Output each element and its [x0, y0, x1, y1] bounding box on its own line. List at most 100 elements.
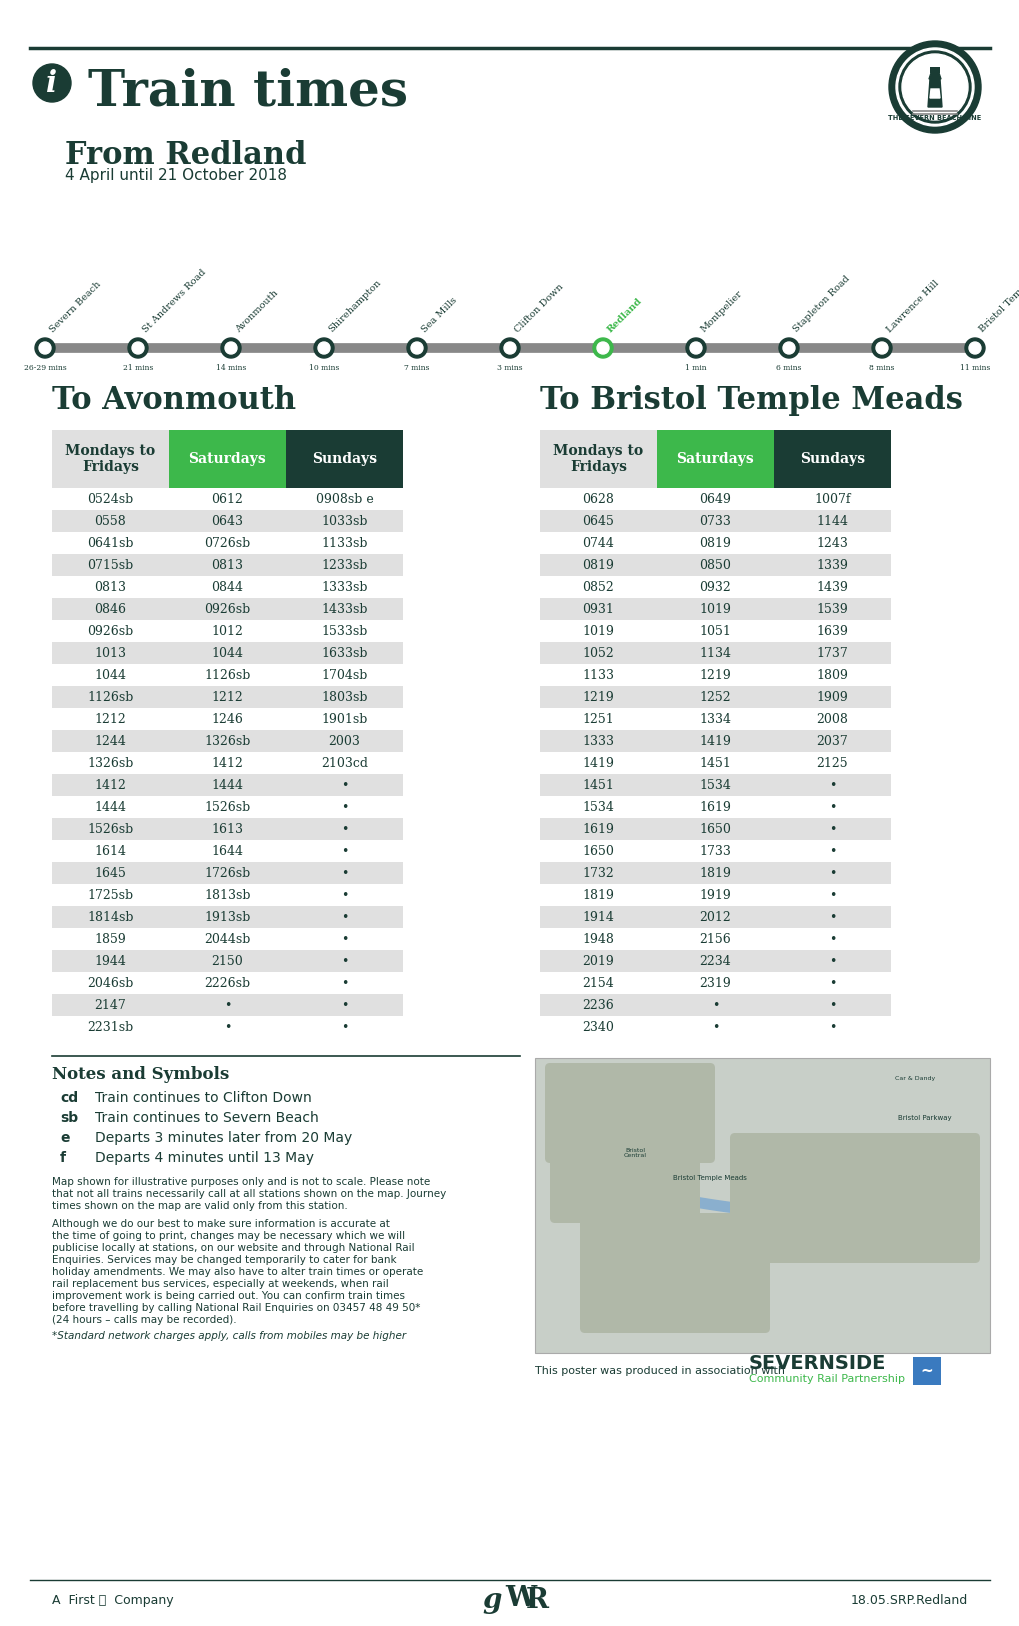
Text: 1051: 1051: [699, 624, 731, 637]
FancyBboxPatch shape: [539, 818, 891, 841]
Text: This poster was produced in association with: This poster was produced in association …: [535, 1366, 785, 1376]
Text: 3 mins: 3 mins: [496, 364, 523, 372]
Text: 1326sb: 1326sb: [204, 735, 251, 748]
Polygon shape: [929, 89, 940, 98]
Text: 1633sb: 1633sb: [321, 647, 368, 660]
Circle shape: [783, 341, 794, 354]
Text: 2236: 2236: [582, 998, 613, 1011]
Text: 1814sb: 1814sb: [88, 911, 133, 924]
Text: 1859: 1859: [95, 932, 126, 945]
FancyBboxPatch shape: [169, 429, 285, 488]
Text: THE SEVERN BEACH LINE: THE SEVERN BEACH LINE: [888, 115, 980, 120]
FancyBboxPatch shape: [52, 797, 403, 818]
Text: 1243: 1243: [816, 537, 848, 550]
Text: •: •: [340, 779, 347, 792]
Text: the time of going to print, changes may be necessary which we will: the time of going to print, changes may …: [52, 1231, 405, 1241]
Text: 1412: 1412: [211, 756, 244, 769]
Text: Map shown for illustrative purposes only and is not to scale. Please note: Map shown for illustrative purposes only…: [52, 1177, 430, 1187]
Text: 2234: 2234: [699, 954, 731, 967]
Text: 1019: 1019: [582, 624, 613, 637]
Text: Clifton Down: Clifton Down: [513, 281, 565, 333]
Text: 1644: 1644: [211, 844, 244, 857]
Text: cd: cd: [60, 1091, 78, 1106]
FancyBboxPatch shape: [52, 554, 403, 576]
Text: •: •: [828, 954, 836, 967]
Text: 2103cd: 2103cd: [321, 756, 368, 769]
Text: 2156: 2156: [699, 932, 731, 945]
Text: Sea Mills: Sea Mills: [420, 296, 459, 333]
Text: 1526sb: 1526sb: [204, 800, 251, 813]
Text: 0844: 0844: [211, 580, 244, 593]
Text: •: •: [223, 998, 231, 1011]
Text: Mondays to
Fridays: Mondays to Fridays: [65, 444, 156, 475]
Text: before travelling by calling National Rail Enquiries on 03457 48 49 50*: before travelling by calling National Ra…: [52, 1302, 420, 1314]
Text: 2046sb: 2046sb: [88, 977, 133, 990]
FancyBboxPatch shape: [539, 488, 891, 511]
Text: Car & Dandy: Car & Dandy: [894, 1075, 934, 1081]
Text: 1733: 1733: [699, 844, 731, 857]
Text: 2037: 2037: [816, 735, 848, 748]
Circle shape: [221, 338, 240, 358]
Text: 2125: 2125: [816, 756, 848, 769]
Text: 1650: 1650: [582, 844, 613, 857]
Text: SEVERNSIDE: SEVERNSIDE: [748, 1353, 886, 1372]
Text: holiday amendments. We may also have to alter train times or operate: holiday amendments. We may also have to …: [52, 1267, 423, 1276]
Text: 0641sb: 0641sb: [88, 537, 133, 550]
Text: •: •: [828, 823, 836, 836]
Text: that not all trains necessarily call at all stations shown on the map. Journey: that not all trains necessarily call at …: [52, 1189, 446, 1198]
Text: 0733: 0733: [699, 514, 731, 527]
Text: Bristol Parkway: Bristol Parkway: [898, 1115, 951, 1120]
Text: 1619: 1619: [699, 800, 731, 813]
Text: •: •: [828, 779, 836, 792]
FancyBboxPatch shape: [52, 620, 403, 642]
Text: 1526sb: 1526sb: [88, 823, 133, 836]
Text: 1212: 1212: [95, 712, 126, 725]
Text: 2008: 2008: [816, 712, 848, 725]
Circle shape: [314, 338, 333, 358]
Text: 2044sb: 2044sb: [204, 932, 251, 945]
Circle shape: [131, 341, 144, 354]
Text: Train times: Train times: [88, 68, 408, 117]
Text: A  First Ⓞ  Company: A First Ⓞ Company: [52, 1593, 173, 1606]
Text: 1144: 1144: [815, 514, 848, 527]
Circle shape: [779, 338, 798, 358]
FancyBboxPatch shape: [52, 663, 403, 686]
Text: 1650: 1650: [699, 823, 731, 836]
FancyBboxPatch shape: [52, 972, 403, 993]
Text: Although we do our best to make sure information is accurate at: Although we do our best to make sure inf…: [52, 1220, 389, 1229]
Text: •: •: [828, 1021, 836, 1034]
Text: 1914: 1914: [582, 911, 613, 924]
Text: Severn Beach: Severn Beach: [48, 280, 103, 333]
Text: 21 mins: 21 mins: [122, 364, 153, 372]
Text: 1419: 1419: [699, 735, 731, 748]
Text: •: •: [828, 998, 836, 1011]
FancyBboxPatch shape: [539, 797, 891, 818]
Text: W: W: [504, 1584, 536, 1611]
FancyBboxPatch shape: [52, 576, 403, 598]
Text: 1539: 1539: [816, 603, 848, 616]
Text: 1451: 1451: [582, 779, 613, 792]
Text: 1339: 1339: [816, 558, 848, 571]
Circle shape: [875, 341, 888, 354]
Text: •: •: [828, 888, 836, 901]
Text: 1246: 1246: [211, 712, 244, 725]
FancyBboxPatch shape: [929, 67, 940, 73]
Text: 0744: 0744: [582, 537, 613, 550]
Circle shape: [39, 341, 51, 354]
Text: times shown on the map are valid only from this station.: times shown on the map are valid only fr…: [52, 1202, 347, 1211]
FancyBboxPatch shape: [539, 598, 891, 620]
Text: 10 mins: 10 mins: [309, 364, 339, 372]
Text: To Avonmouth: To Avonmouth: [52, 385, 296, 416]
Circle shape: [407, 338, 427, 358]
Text: 1052: 1052: [582, 647, 613, 660]
Circle shape: [592, 338, 612, 358]
Text: •: •: [340, 823, 347, 836]
Text: 1134: 1134: [699, 647, 731, 660]
FancyBboxPatch shape: [539, 554, 891, 576]
Text: 1732: 1732: [582, 867, 613, 880]
FancyBboxPatch shape: [52, 511, 403, 532]
Text: 1614: 1614: [95, 844, 126, 857]
Text: •: •: [828, 911, 836, 924]
Text: 1813sb: 1813sb: [204, 888, 251, 901]
FancyBboxPatch shape: [730, 1133, 979, 1263]
